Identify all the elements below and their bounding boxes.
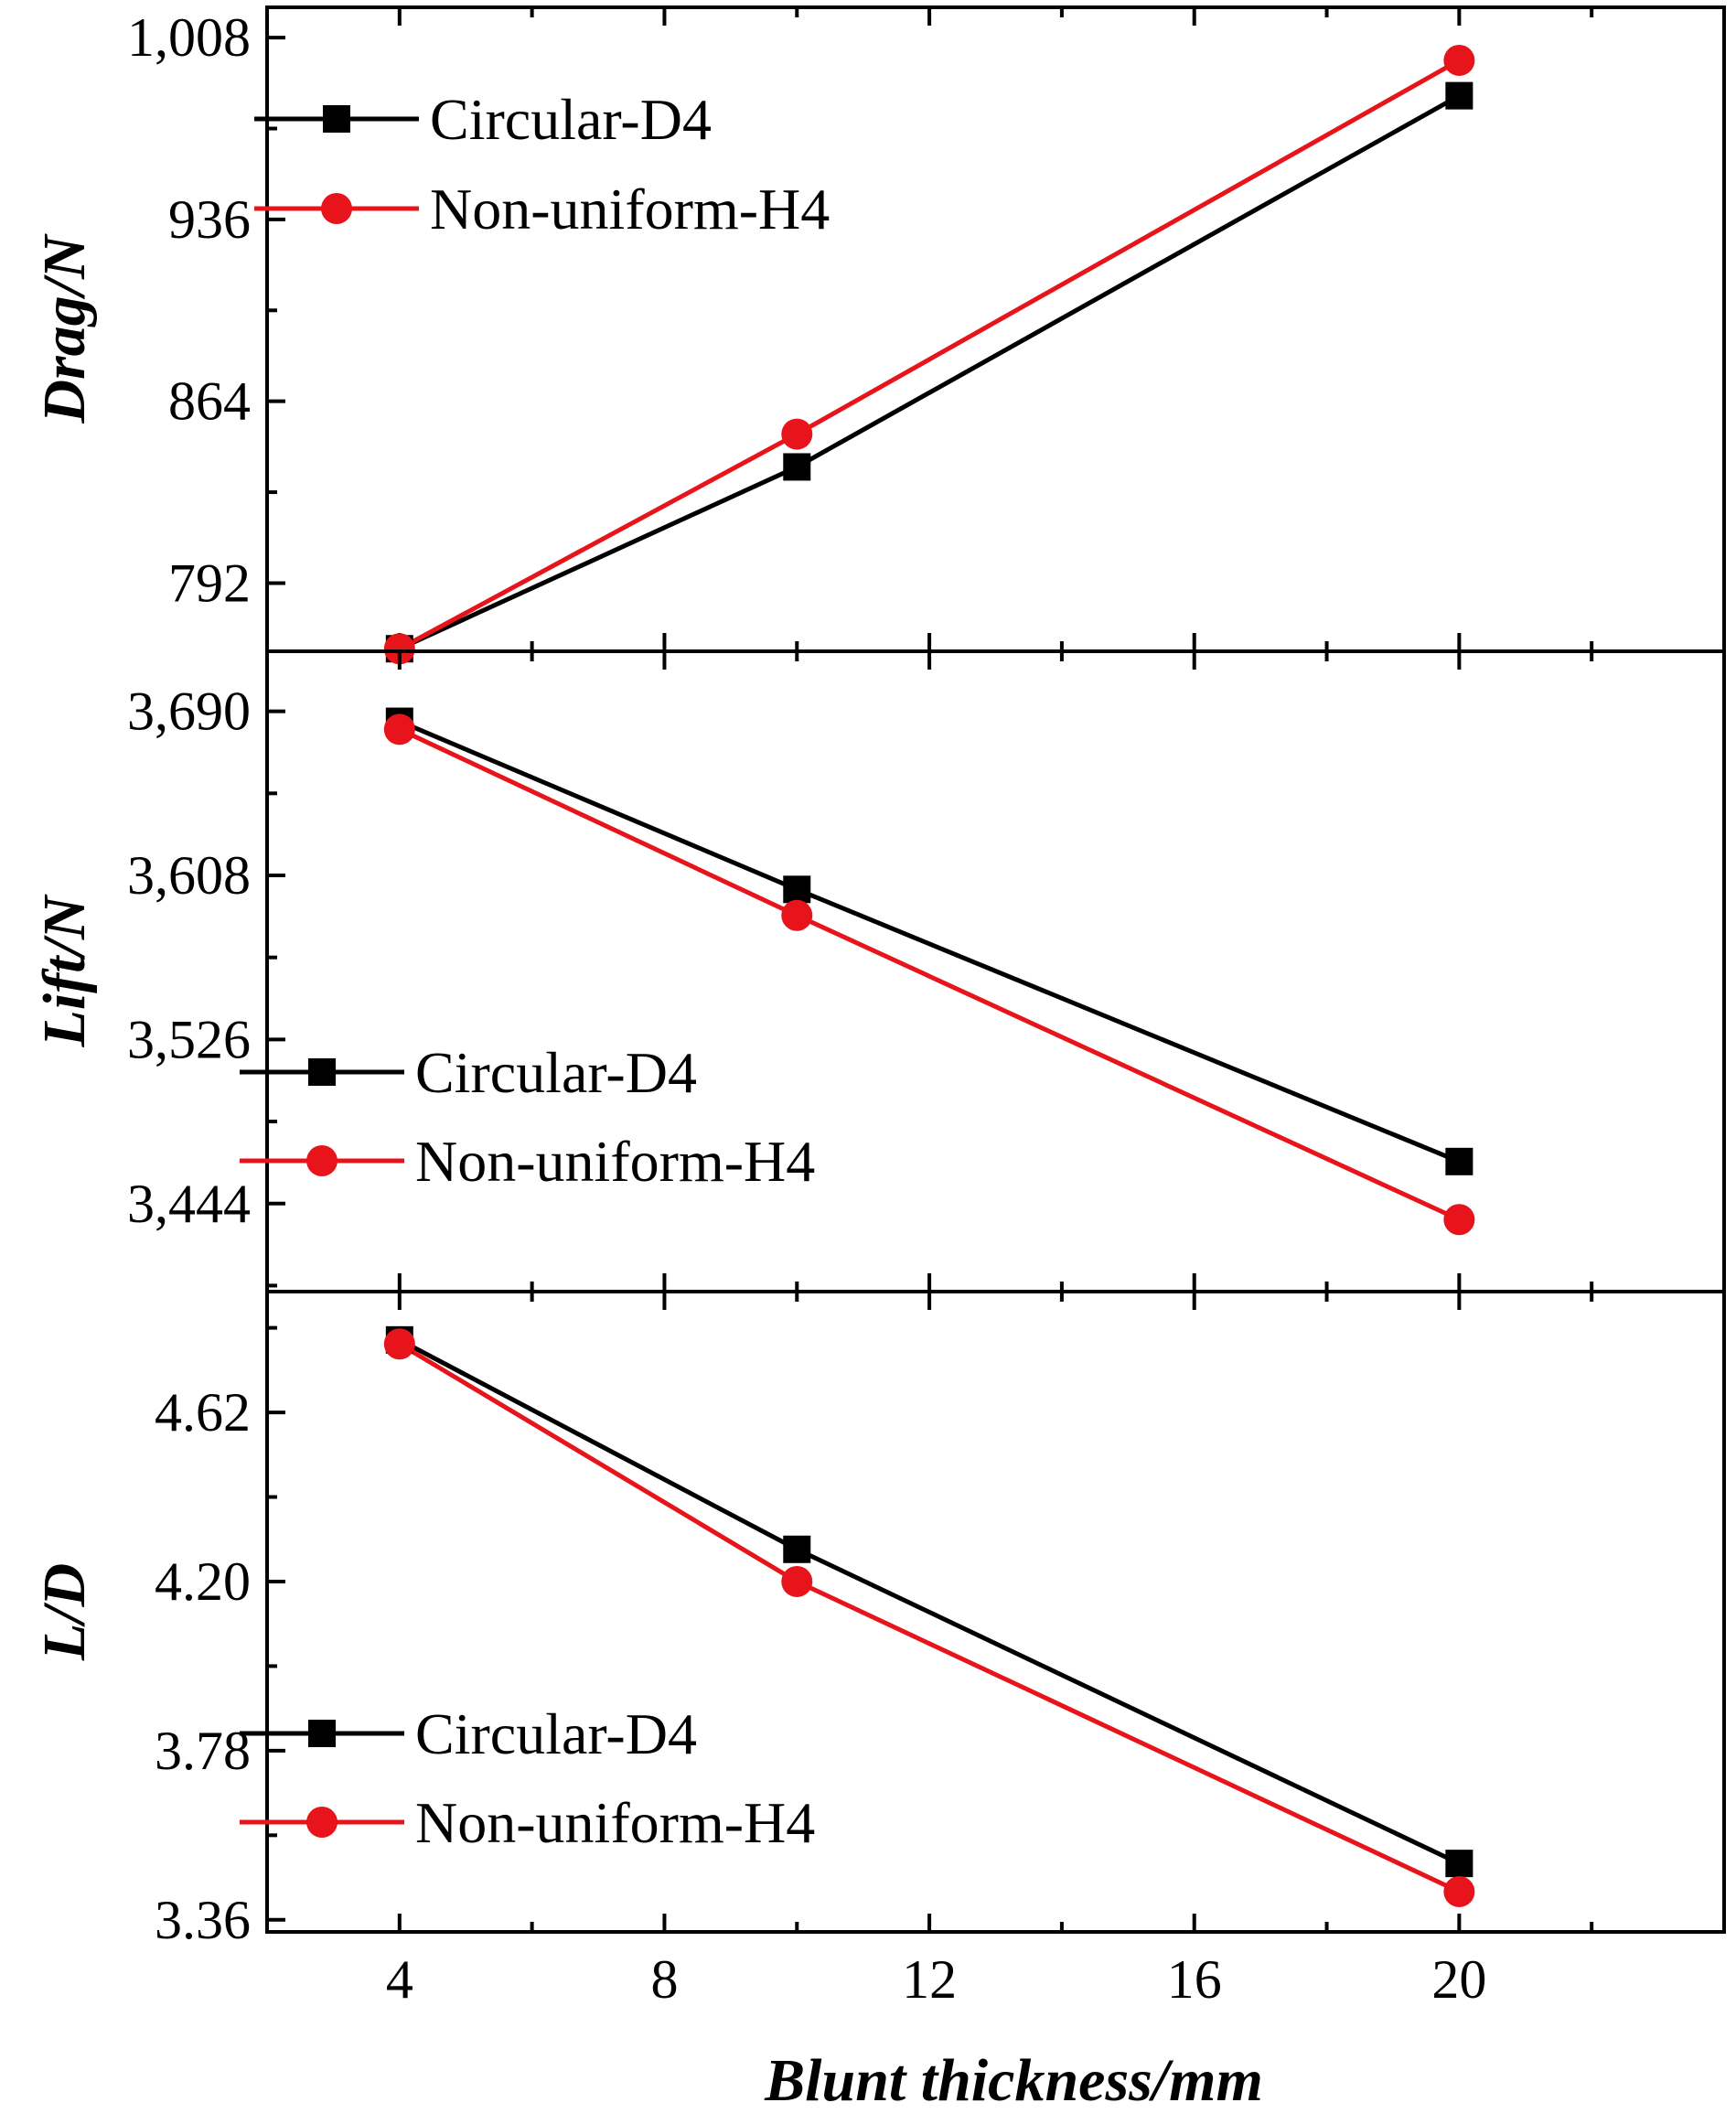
legend-label: Non-uniform-H4 (430, 177, 830, 241)
legend-marker (323, 105, 350, 133)
y-tick-label: 4.20 (155, 1551, 251, 1612)
panel-middle: 3,444 3,526 3,608 3,690 Lift/N Circular-D4 Non… (31, 649, 1726, 1293)
plot-frame-bottom (265, 1290, 1726, 1934)
data-point (783, 1535, 811, 1563)
legend-middle: Circular-D4 Non-uniform-H4 (240, 1040, 815, 1194)
data-point (781, 1565, 813, 1597)
y-tick-label: 4.62 (155, 1382, 251, 1443)
data-point (1445, 81, 1473, 110)
y-tick-label: 3,526 (127, 1009, 251, 1069)
x-tick-label: 16 (1167, 1949, 1222, 2010)
data-point (383, 633, 415, 665)
x-axis-title: Blunt thickness/mm (764, 2047, 1263, 2114)
y-tick-label: 3,690 (127, 681, 251, 742)
data-point (781, 899, 813, 931)
y-axis-title: Lift/N (31, 894, 98, 1047)
x-tick-label: 8 (650, 1949, 678, 2010)
data-point (783, 453, 811, 481)
data-point (1445, 1850, 1473, 1878)
y-tick-label: 3.78 (155, 1721, 251, 1781)
x-tick-label: 12 (902, 1949, 957, 2010)
legend-marker (321, 193, 352, 224)
data-point (1445, 1147, 1473, 1175)
data-point (383, 1328, 415, 1360)
legend-marker (306, 1807, 338, 1838)
x-tick-label: 20 (1431, 1949, 1486, 2010)
y-tick-label: 864 (168, 371, 251, 432)
data-point (1443, 44, 1475, 76)
data-point (1443, 1204, 1475, 1236)
data-point (383, 713, 415, 746)
panel-bottom: 3.36 3.78 4.20 4.62 L/D Circular-D4 Non-unifor… (31, 1290, 1726, 2114)
legend-top: Circular-D4 Non-uniform-H4 (254, 87, 830, 241)
x-tick-label: 4 (386, 1949, 413, 2010)
legend-bottom: Circular-D4 Non-uniform-H4 (240, 1701, 815, 1855)
legend-label: Circular-D4 (415, 1701, 697, 1766)
legend-label: Non-uniform-H4 (415, 1790, 815, 1855)
legend-marker (308, 1058, 336, 1086)
y-tick-label: 3.36 (155, 1890, 251, 1950)
y-axis-title: Drag/N (31, 233, 98, 424)
legend-marker (308, 1720, 336, 1747)
series-line (398, 1337, 1461, 1866)
legend-marker (306, 1145, 338, 1176)
y-tick-label: 936 (168, 189, 251, 250)
y-tick-label: 792 (168, 552, 251, 613)
data-point (1443, 1875, 1475, 1907)
y-tick-label: 3,608 (127, 845, 251, 906)
y-tick-label: 1,008 (127, 7, 251, 68)
legend-label: Circular-D4 (415, 1040, 697, 1105)
y-axis-title: L/D (31, 1563, 98, 1661)
panel-top: 792 864 936 1,008 Drag/N Circular-D4 Non-unifo… (31, 5, 1726, 665)
y-tick-label: 3,444 (127, 1174, 251, 1234)
data-point (781, 418, 813, 450)
legend-label: Circular-D4 (430, 87, 712, 152)
data-point (783, 875, 811, 904)
legend-label: Non-uniform-H4 (415, 1129, 815, 1194)
